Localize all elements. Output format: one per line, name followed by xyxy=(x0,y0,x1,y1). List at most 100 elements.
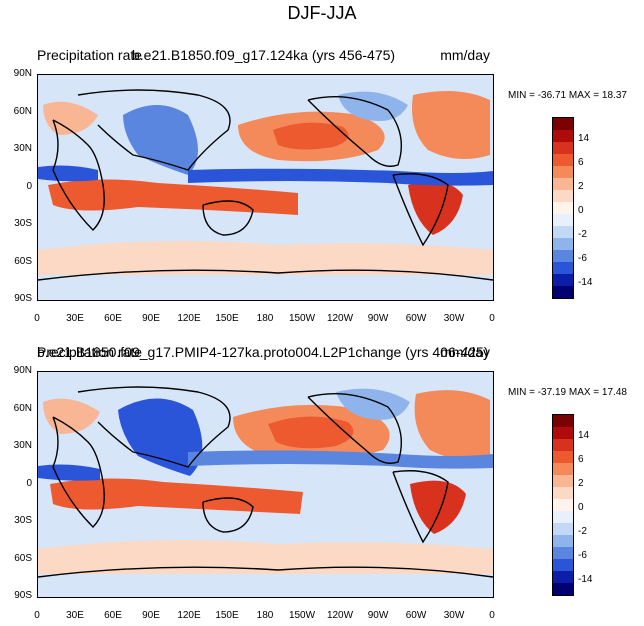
eurasia-coastline xyxy=(77,386,231,468)
lat-label: 90N xyxy=(13,365,32,376)
lat-label: 60S xyxy=(14,256,32,267)
lat-label: 90S xyxy=(14,293,32,304)
lon-label: 90E xyxy=(142,313,160,324)
africa-coastline xyxy=(52,119,105,231)
positive-anomaly-regions xyxy=(38,91,493,275)
lon-label: 30W xyxy=(443,610,465,621)
north-america-coastline xyxy=(307,96,402,167)
positive-anomaly-regions xyxy=(38,390,493,574)
south-america-coastline xyxy=(392,173,449,247)
lon-label: 60E xyxy=(104,610,122,621)
lat-label: 90N xyxy=(13,68,32,79)
colorbar-label: 2 xyxy=(578,181,584,192)
north-pacific-core xyxy=(268,416,354,449)
min-max-label: MIN = -36.71 MAX = 18.37 xyxy=(508,90,627,101)
colorbar-segment xyxy=(553,142,573,154)
colorbar-label: 2 xyxy=(578,478,584,489)
australia-coastline xyxy=(202,497,254,533)
colorbar-label: 14 xyxy=(578,430,590,441)
colorbar-segment xyxy=(553,583,573,595)
europe-positive xyxy=(43,398,100,434)
lon-label: 90W xyxy=(367,313,389,324)
lon-label: 90E xyxy=(142,610,160,621)
lon-label: 120E xyxy=(177,610,201,621)
north-atlantic-positive xyxy=(414,390,490,460)
colorbar-label: 14 xyxy=(578,133,590,144)
southern-ocean-positive xyxy=(38,241,493,275)
lon-label: 0 xyxy=(489,313,495,324)
tropical-atlantic-negative xyxy=(38,165,98,182)
lon-label: 180 xyxy=(256,610,274,621)
eurasia-coastline xyxy=(77,89,231,171)
center-title: b.e21.B1850.f09_g17.124ka (yrs 456-475) xyxy=(132,47,396,63)
colorbar-segment xyxy=(553,226,573,238)
lat-label: 30S xyxy=(14,515,32,526)
lon-label: 0 xyxy=(34,313,40,324)
lat-label: 0 xyxy=(26,478,32,489)
lon-label: 180 xyxy=(256,313,274,324)
colorbar-segment xyxy=(553,166,573,178)
lat-label: 30S xyxy=(14,218,32,229)
antarctica-coastline xyxy=(38,269,493,281)
itcz-pacific-negative xyxy=(188,168,493,186)
colorbar-label: -2 xyxy=(578,526,587,537)
colorbar-segment xyxy=(553,154,573,166)
colorbar-segment xyxy=(553,415,573,427)
colorbar-label: -2 xyxy=(578,229,587,240)
lon-label: 30E xyxy=(66,313,84,324)
lon-label: 120E xyxy=(177,313,201,324)
coastlines xyxy=(38,89,493,281)
lon-label: 150W xyxy=(288,610,316,621)
south-indian-positive xyxy=(48,179,298,215)
colorbar-segment xyxy=(553,475,573,487)
colorbar-segment xyxy=(553,523,573,535)
colorbar-segment xyxy=(553,250,573,262)
lat-label: 90S xyxy=(14,590,32,601)
colorbar-segment xyxy=(553,499,573,511)
colorbar-label: 6 xyxy=(578,157,584,168)
colorbar-label: -14 xyxy=(578,277,593,288)
colorbar-label: 6 xyxy=(578,454,584,465)
figure-title: DJF-JJA xyxy=(287,3,357,23)
colorbar-segment xyxy=(553,130,573,142)
lat-label: 0 xyxy=(26,181,32,192)
colorbar-segment xyxy=(553,286,573,298)
lon-label: 0 xyxy=(489,610,495,621)
africa-coastline xyxy=(52,416,105,528)
lon-label: 60W xyxy=(405,313,427,324)
min-max-label: MIN = -37.19 MAX = 17.48 xyxy=(508,387,627,398)
lon-label: 150W xyxy=(288,313,316,324)
colorbar-segment xyxy=(553,274,573,286)
antarctica-coastline xyxy=(38,566,493,578)
colorbar-segment xyxy=(553,202,573,214)
lon-label: 90W xyxy=(367,610,389,621)
europe-positive xyxy=(43,101,98,135)
lat-label: 60N xyxy=(13,403,32,414)
south-america-coastline xyxy=(392,470,449,544)
colorbar-segment xyxy=(553,547,573,559)
center-title: b.e21.B1850.f09_g17.PMIP4-127ka.proto004… xyxy=(37,344,489,360)
colorbar-label: -14 xyxy=(578,574,593,585)
left-title: Precipitation rate xyxy=(37,47,143,63)
colorbar-segment xyxy=(553,463,573,475)
asian-monsoon-negative xyxy=(123,105,198,175)
colorbar-label: -6 xyxy=(578,253,587,264)
colorbar-segment xyxy=(553,451,573,463)
lon-label: 30E xyxy=(66,610,84,621)
lon-label: 0 xyxy=(34,610,40,621)
lon-label: 150E xyxy=(215,313,239,324)
north-atlantic-positive xyxy=(412,91,490,159)
colorbar-label: 0 xyxy=(578,502,584,513)
precipitation-map xyxy=(37,74,494,301)
lon-label: 120W xyxy=(326,313,354,324)
lat-label: 60N xyxy=(13,106,32,117)
colorbar-segment xyxy=(553,559,573,571)
colorbar-label: -6 xyxy=(578,550,587,561)
lat-label: 60S xyxy=(14,553,32,564)
colorbar xyxy=(552,414,574,596)
colorbar xyxy=(552,117,574,299)
lon-label: 60E xyxy=(104,313,122,324)
colorbar-segment xyxy=(553,262,573,274)
lon-label: 60W xyxy=(405,610,427,621)
north-pacific-core xyxy=(273,122,349,150)
